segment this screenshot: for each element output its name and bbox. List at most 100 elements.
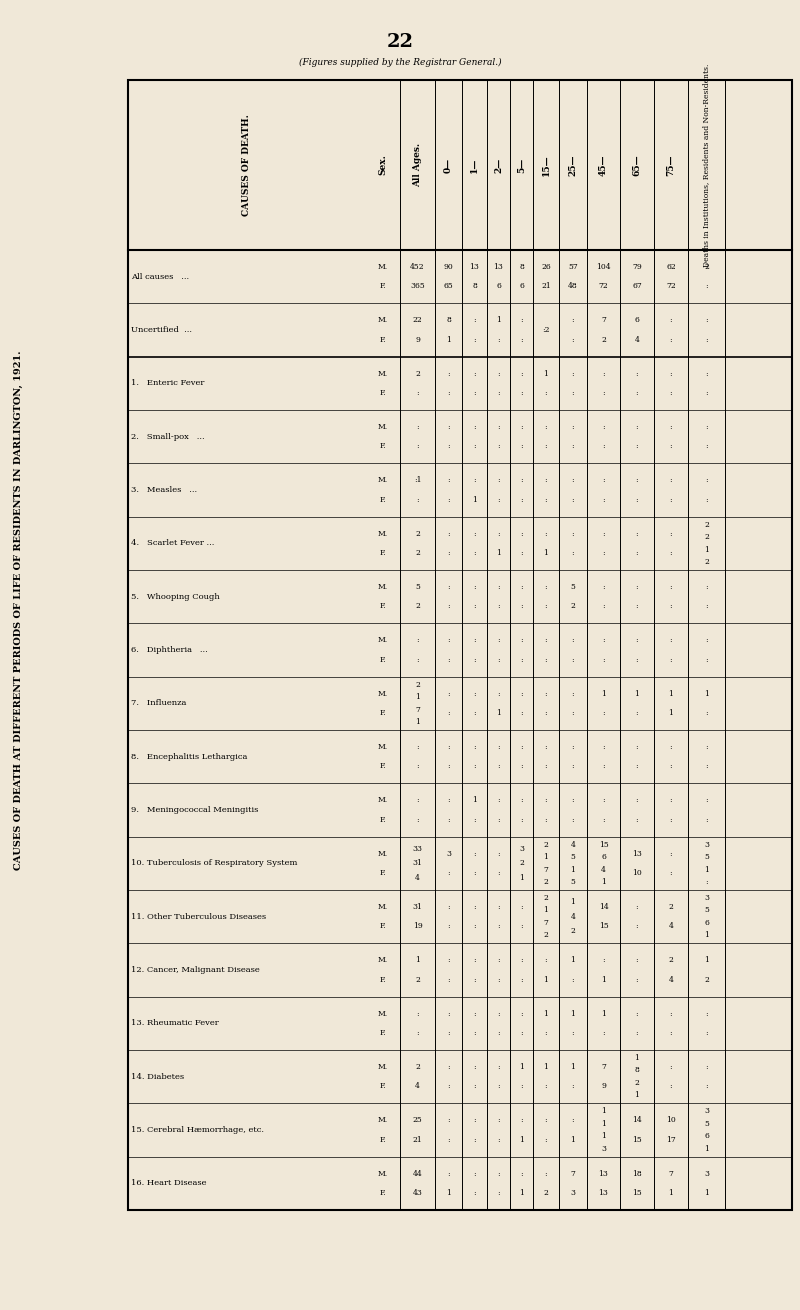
- Text: 2: 2: [543, 893, 549, 903]
- Text: F.: F.: [379, 1189, 386, 1197]
- Text: :: :: [545, 477, 547, 485]
- Text: F.: F.: [379, 922, 386, 930]
- Text: :: :: [473, 335, 476, 343]
- Text: 1: 1: [634, 690, 639, 698]
- Text: :: :: [705, 335, 708, 343]
- Text: :: :: [497, 583, 500, 591]
- Text: :: :: [602, 655, 605, 664]
- Text: :: :: [520, 477, 523, 485]
- Text: 3: 3: [446, 850, 451, 858]
- Text: :: :: [520, 709, 523, 717]
- Text: :: :: [497, 1116, 500, 1124]
- Text: :: :: [602, 956, 605, 964]
- Text: M.: M.: [378, 583, 387, 591]
- Text: :: :: [572, 796, 574, 804]
- Text: 44: 44: [413, 1170, 422, 1178]
- Text: :: :: [447, 1136, 450, 1144]
- Text: 2: 2: [601, 335, 606, 343]
- Text: :: :: [447, 637, 450, 645]
- Text: 6: 6: [704, 1132, 709, 1141]
- Text: :: :: [473, 869, 476, 876]
- Text: :: :: [572, 690, 574, 698]
- Text: :: :: [447, 1082, 450, 1090]
- Text: :: :: [447, 477, 450, 485]
- Text: :: :: [447, 743, 450, 751]
- Text: :: :: [602, 443, 605, 451]
- Text: :: :: [447, 922, 450, 930]
- Text: 8: 8: [472, 282, 477, 291]
- Text: 8.   Encephalitis Lethargica: 8. Encephalitis Lethargica: [131, 753, 247, 761]
- Text: 2: 2: [570, 927, 575, 935]
- Text: 1: 1: [543, 853, 549, 861]
- Text: 72: 72: [666, 282, 676, 291]
- Text: 14: 14: [598, 903, 608, 910]
- Text: 25: 25: [413, 1116, 422, 1124]
- Text: :: :: [520, 1082, 523, 1090]
- Text: :: :: [447, 389, 450, 397]
- Text: :: :: [497, 1189, 500, 1197]
- Text: 4.   Scarlet Fever ...: 4. Scarlet Fever ...: [131, 540, 214, 548]
- Text: 5: 5: [415, 583, 420, 591]
- Text: :: :: [447, 903, 450, 910]
- Text: :: :: [473, 637, 476, 645]
- Text: 5: 5: [570, 583, 575, 591]
- Text: 13: 13: [632, 850, 642, 858]
- Text: 11. Other Tuberculous Diseases: 11. Other Tuberculous Diseases: [131, 913, 266, 921]
- Text: 15: 15: [632, 1189, 642, 1197]
- Text: 5: 5: [704, 1120, 709, 1128]
- Text: :: :: [572, 1028, 574, 1038]
- Text: F.: F.: [379, 443, 386, 451]
- Text: :: :: [447, 603, 450, 610]
- Text: :: :: [473, 762, 476, 770]
- Text: 1: 1: [601, 878, 606, 886]
- Text: :: :: [636, 603, 638, 610]
- Text: M.: M.: [378, 743, 387, 751]
- Text: 3: 3: [704, 1170, 709, 1178]
- Text: M.: M.: [378, 369, 387, 377]
- Text: 1: 1: [570, 956, 575, 964]
- Text: :: :: [473, 1116, 476, 1124]
- Text: :: :: [520, 603, 523, 610]
- Text: M.: M.: [378, 690, 387, 698]
- Text: 14. Diabetes: 14. Diabetes: [131, 1073, 184, 1081]
- Text: :: :: [497, 389, 500, 397]
- Text: M.: M.: [378, 903, 387, 910]
- Text: :: :: [473, 690, 476, 698]
- Text: :: :: [705, 655, 708, 664]
- Text: 1: 1: [472, 495, 477, 503]
- Text: 3: 3: [570, 1189, 575, 1197]
- Text: :: :: [473, 529, 476, 537]
- Text: 1: 1: [570, 899, 575, 907]
- Text: :: :: [602, 549, 605, 557]
- Text: :: :: [447, 529, 450, 537]
- Text: :: :: [520, 796, 523, 804]
- Text: :: :: [497, 529, 500, 537]
- Text: :: :: [497, 690, 500, 698]
- Text: :: :: [705, 443, 708, 451]
- Text: :: :: [572, 655, 574, 664]
- Text: 1: 1: [601, 1120, 606, 1128]
- Text: 1: 1: [669, 1189, 674, 1197]
- Text: CAUSES OF DEATH.: CAUSES OF DEATH.: [242, 114, 251, 216]
- Text: 3: 3: [704, 893, 709, 903]
- Text: :: :: [670, 1028, 672, 1038]
- Text: :: :: [572, 1082, 574, 1090]
- Text: :: :: [670, 369, 672, 377]
- Text: F.: F.: [379, 869, 386, 876]
- Text: :: :: [602, 423, 605, 431]
- Text: 16. Heart Disease: 16. Heart Disease: [131, 1179, 206, 1187]
- Text: :: :: [497, 1028, 500, 1038]
- Text: 2: 2: [704, 558, 709, 566]
- Text: 7: 7: [570, 1170, 575, 1178]
- Text: :: :: [602, 495, 605, 503]
- Text: 6.   Diphtheria   ...: 6. Diphtheria ...: [131, 646, 208, 654]
- Text: 4: 4: [669, 976, 674, 984]
- Text: 7: 7: [601, 317, 606, 325]
- Text: :: :: [416, 743, 419, 751]
- Text: 1—: 1—: [470, 157, 479, 173]
- Text: M.: M.: [378, 477, 387, 485]
- Text: 13: 13: [598, 1170, 609, 1178]
- Text: :: :: [636, 477, 638, 485]
- Text: 4: 4: [570, 913, 575, 921]
- Text: 2: 2: [704, 263, 709, 271]
